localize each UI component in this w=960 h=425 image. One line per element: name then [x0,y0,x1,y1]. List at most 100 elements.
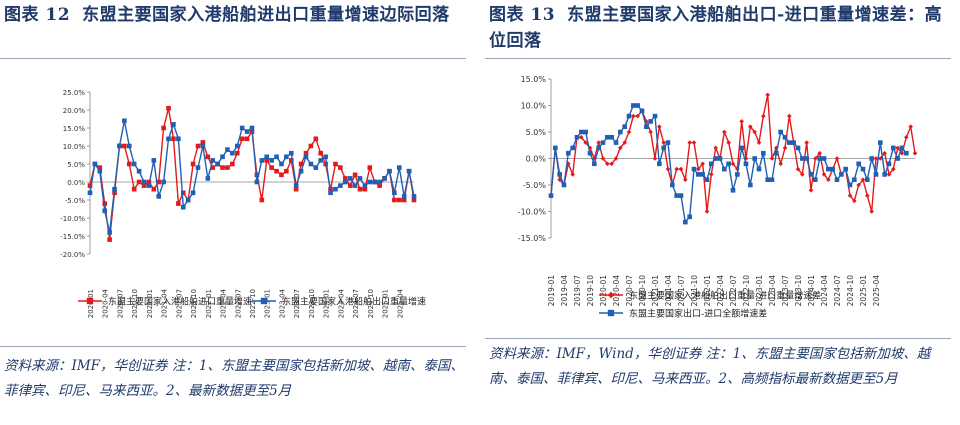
data-point [709,161,714,167]
y-tick-label: -15.0% [60,233,85,241]
data-point [678,193,684,198]
x-tick-label: 2024-07 [352,289,360,318]
data-point [352,183,358,188]
data-point [136,168,142,174]
y-tick-label: 0.0% [526,155,547,164]
data-point [622,140,627,145]
data-point [674,193,679,198]
data-point [561,182,567,188]
data-point [657,161,662,167]
data-point [778,129,783,135]
x-tick-label: 2019-10 [586,275,595,307]
data-point [756,140,762,145]
data-point [683,177,688,182]
x-tick-label: 2021-04 [161,288,169,318]
data-point [730,188,736,193]
data-point [782,135,788,140]
data-point [333,186,338,192]
data-point [264,154,270,160]
x-tick-label: 2020-10 [638,275,647,307]
data-point [834,156,840,161]
data-point [367,165,373,170]
data-point [726,140,731,145]
data-point [102,208,108,214]
x-tick-label: 2022-04 [220,288,228,318]
data-point [87,183,93,188]
y-tick-label: -15.0% [518,234,547,243]
data-point [882,172,887,177]
x-tick-label: 2024-10 [367,289,375,318]
data-point [769,177,775,182]
y-tick-label: -10.0% [518,208,547,217]
data-point [557,177,562,182]
figure-12-title-text: 东盟主要国家入港船舶进出口重量增速边际回落 [82,5,450,25]
data-point [826,177,831,182]
data-point [847,182,853,188]
data-point [401,194,407,199]
data-point [800,156,805,161]
x-tick-label: 2023-07 [293,289,301,318]
data-point [852,177,857,182]
data-point [180,204,186,210]
data-point [274,168,279,174]
x-tick-label: 2023-04 [278,288,286,318]
legend-label: 东盟主要国家入港船舶进口重量增速 [108,296,252,308]
legend-marker [607,309,615,317]
data-point [171,136,176,142]
data-point [279,161,284,167]
data-point [804,140,809,145]
data-point [639,108,645,114]
y-tick-label: 0.0% [67,179,85,187]
data-point [411,194,417,199]
data-point [644,119,649,124]
data-point [210,158,216,163]
data-point [652,156,658,161]
data-point [622,124,627,129]
data-point [323,154,328,160]
data-point [613,140,619,145]
x-tick-label: 2024-07 [833,275,842,307]
data-point [338,165,343,170]
data-point [141,183,147,188]
data-point [583,129,588,135]
data-point [817,150,822,156]
data-point [722,166,727,172]
figure-13-source: 资料来源：IMF，Wind，华创证券 注：1、东盟主要国家包括新加坡、越南、泰国… [489,346,931,387]
data-point [107,230,112,235]
data-point [648,119,653,124]
data-point [873,172,879,177]
legend-label: 东盟主要国家入港船舶出口重量-进口重量增速差 [629,290,821,302]
y-tick-label: 10.0% [63,143,86,151]
data-point [117,143,122,149]
x-tick-label: 2022-04 [716,275,725,307]
figure-12: 图表 12 东盟主要国家入港船舶进出口重量增速边际回落 25.0% 20.0% 15.… [0,0,470,425]
data-point [180,190,186,196]
data-point [813,156,818,161]
figure-12-source: 资料来源：IMF，华创证券 注：1、东盟主要国家包括新加坡、越南、泰国、菲律宾、… [4,358,464,399]
data-point [396,197,402,203]
data-point [808,188,814,193]
data-point [553,145,558,151]
data-point [205,176,211,181]
data-point [587,150,593,156]
data-point [748,182,753,188]
data-point [652,113,658,119]
data-point [878,156,883,161]
data-point [618,129,623,135]
data-point [333,161,338,167]
data-point [852,198,857,204]
data-point [609,135,614,140]
data-point [298,168,304,174]
data-point [683,219,688,225]
data-point [225,165,230,170]
data-point [97,165,103,170]
data-point [778,161,783,167]
y-tick-label: 5.0% [67,161,85,169]
data-point [264,158,270,163]
data-point [765,92,770,98]
data-point [579,135,584,140]
x-tick-label: 2023-01 [755,275,764,307]
x-tick-label: 2023-10 [794,275,803,307]
x-tick-label: 2024-01 [807,275,816,307]
data-point [126,161,132,167]
